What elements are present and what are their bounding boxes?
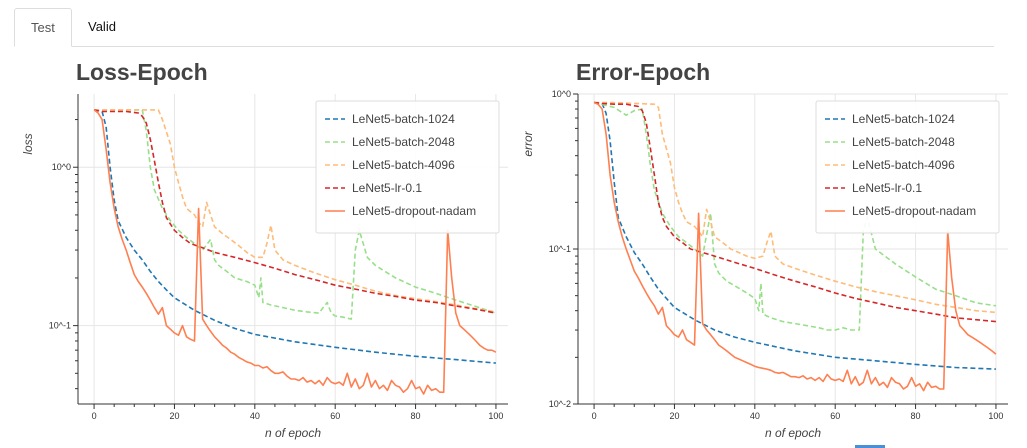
error-epoch-chart: 0 20 40 60 80 100 10^0 10^-1 10^-2 n of epoch erro… [521,89,1008,440]
x-ticks: 0 20 40 60 80 100 [592,404,1003,421]
y-tick-label: 10^-1 [49,321,71,331]
series-line-lenet5-batch-1024 [594,101,996,370]
x-tick-label: 40 [250,411,260,421]
legend: LeNet5-batch-1024 LeNet5-batch-2048 LeNet5… [815,100,1000,234]
x-tick-label: 100 [488,411,503,421]
x-tick-label: 80 [911,411,921,421]
series-line-lenet5-batch-1024 [93,109,496,364]
y-axis-label: loss [21,133,35,154]
tab-bar: Test Valid [14,8,994,47]
series-line-lenet5-batch-2048 [94,109,497,320]
legend-label: LeNet5-lr-0.1 [852,181,922,195]
y-ticks: 10^0 10^-1 [49,119,78,390]
series-line-lenet5-dropout-nadam [593,101,997,392]
y-axis-label: error [521,130,535,156]
series-line-lenet5-lr-0.1 [594,101,996,323]
y-tick-label: 10^0 [52,162,71,172]
y-tick-label: 10^-1 [549,244,571,254]
y-tick-label: 10^0 [552,89,571,99]
x-tick-label: 80 [411,411,421,421]
y-tick-label: 10^-2 [549,399,571,409]
x-tick-label: 20 [669,411,679,421]
chart-title-error: Error-Epoch [576,59,711,85]
x-tick-label: 100 [988,411,1003,421]
series-line-lenet5-batch-4096 [94,109,497,313]
tab-test[interactable]: Test [14,8,72,47]
legend-label: LeNet5-batch-2048 [852,135,955,149]
x-tick-label: 60 [830,411,840,421]
series-line-lenet5-batch-4096 [594,101,996,314]
tab-valid[interactable]: Valid [88,19,116,34]
series-line-lenet5-dropout-nadam [93,109,497,395]
legend-label: LeNet5-dropout-nadam [352,204,476,218]
legend-box [315,100,500,234]
legend: LeNet5-batch-1024 LeNet5-batch-2048 LeNet5… [315,100,500,234]
legend-label: LeNet5-batch-4096 [852,158,955,172]
scrollbar-indicator [855,445,885,448]
legend-box [815,100,1000,234]
x-tick-label: 60 [330,411,340,421]
x-tick-label: 20 [169,411,179,421]
x-ticks: 0 20 40 60 80 100 [92,404,503,421]
legend-label: LeNet5-batch-4096 [352,158,455,172]
loss-epoch-chart: 0 20 40 60 80 100 10^0 10^-1 n of epoch loss LeNet… [21,94,508,440]
legend-label: LeNet5-batch-1024 [852,112,955,126]
legend-label: LeNet5-dropout-nadam [852,204,976,218]
x-tick-label: 0 [92,411,97,421]
chart-title-loss: Loss-Epoch [76,59,208,85]
x-axis-label: n of epoch [265,426,321,440]
legend-label: LeNet5-lr-0.1 [352,181,422,195]
y-ticks: 10^0 10^-1 10^-2 [549,89,578,409]
legend-label: LeNet5-batch-1024 [352,112,455,126]
x-axis-label: n of epoch [765,426,821,440]
series-line-lenet5-lr-0.1 [93,109,497,314]
legend-label: LeNet5-batch-2048 [352,135,455,149]
x-tick-label: 0 [592,411,597,421]
x-tick-label: 40 [750,411,760,421]
